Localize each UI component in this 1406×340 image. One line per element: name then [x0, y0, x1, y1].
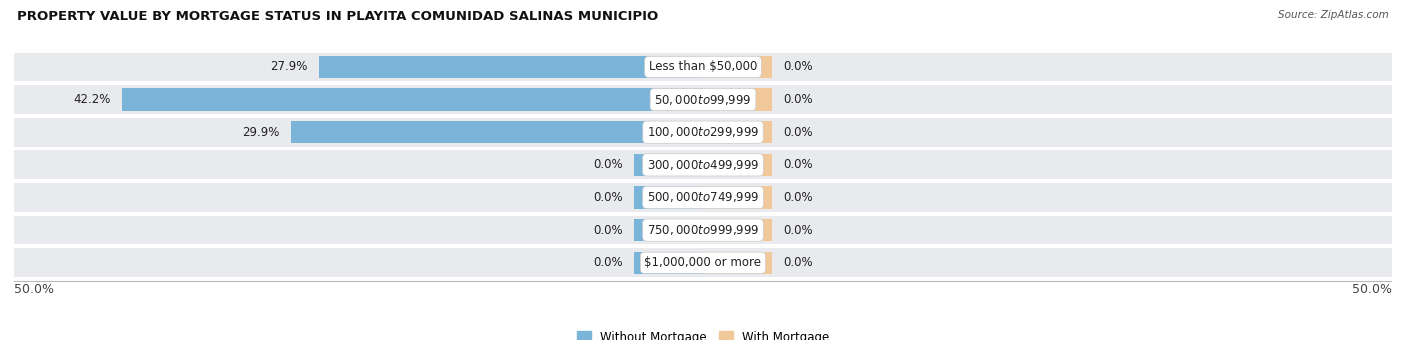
Bar [14, 249, 1392, 277]
Text: Less than $50,000: Less than $50,000 [648, 61, 758, 73]
Bar [14, 85, 1392, 114]
Text: 0.0%: 0.0% [783, 191, 813, 204]
Text: 27.9%: 27.9% [270, 61, 308, 73]
Bar [291, 121, 703, 143]
Bar [14, 151, 1392, 179]
Bar [14, 183, 1392, 212]
Text: PROPERTY VALUE BY MORTGAGE STATUS IN PLAYITA COMUNIDAD SALINAS MUNICIPIO: PROPERTY VALUE BY MORTGAGE STATUS IN PLA… [17, 10, 658, 23]
Text: 0.0%: 0.0% [593, 158, 623, 171]
Text: $50,000 to $99,999: $50,000 to $99,999 [654, 92, 752, 106]
Text: 50.0%: 50.0% [1353, 283, 1392, 296]
Bar [634, 219, 703, 241]
Legend: Without Mortgage, With Mortgage: Without Mortgage, With Mortgage [572, 326, 834, 340]
Text: 0.0%: 0.0% [783, 61, 813, 73]
Bar [121, 88, 703, 110]
Bar [703, 186, 772, 208]
Bar [14, 216, 1392, 244]
Text: 0.0%: 0.0% [783, 93, 813, 106]
Bar [14, 118, 1392, 147]
Bar [703, 154, 772, 176]
Text: 0.0%: 0.0% [593, 224, 623, 237]
Bar [634, 186, 703, 208]
Text: $500,000 to $749,999: $500,000 to $749,999 [647, 190, 759, 204]
Text: Source: ZipAtlas.com: Source: ZipAtlas.com [1278, 10, 1389, 20]
Text: 0.0%: 0.0% [593, 191, 623, 204]
Bar [14, 53, 1392, 81]
Bar [319, 56, 703, 78]
Text: $100,000 to $299,999: $100,000 to $299,999 [647, 125, 759, 139]
Text: 0.0%: 0.0% [593, 256, 623, 269]
Text: 29.9%: 29.9% [243, 126, 280, 139]
Bar [703, 121, 772, 143]
Bar [634, 252, 703, 274]
Text: 42.2%: 42.2% [73, 93, 111, 106]
Text: 0.0%: 0.0% [783, 256, 813, 269]
Bar [703, 56, 772, 78]
Text: 50.0%: 50.0% [14, 283, 53, 296]
Text: 0.0%: 0.0% [783, 224, 813, 237]
Bar [703, 88, 772, 110]
Text: $300,000 to $499,999: $300,000 to $499,999 [647, 158, 759, 172]
Text: 0.0%: 0.0% [783, 158, 813, 171]
Text: $750,000 to $999,999: $750,000 to $999,999 [647, 223, 759, 237]
Bar [703, 219, 772, 241]
Bar [634, 154, 703, 176]
Bar [703, 252, 772, 274]
Text: $1,000,000 or more: $1,000,000 or more [644, 256, 762, 269]
Text: 0.0%: 0.0% [783, 126, 813, 139]
